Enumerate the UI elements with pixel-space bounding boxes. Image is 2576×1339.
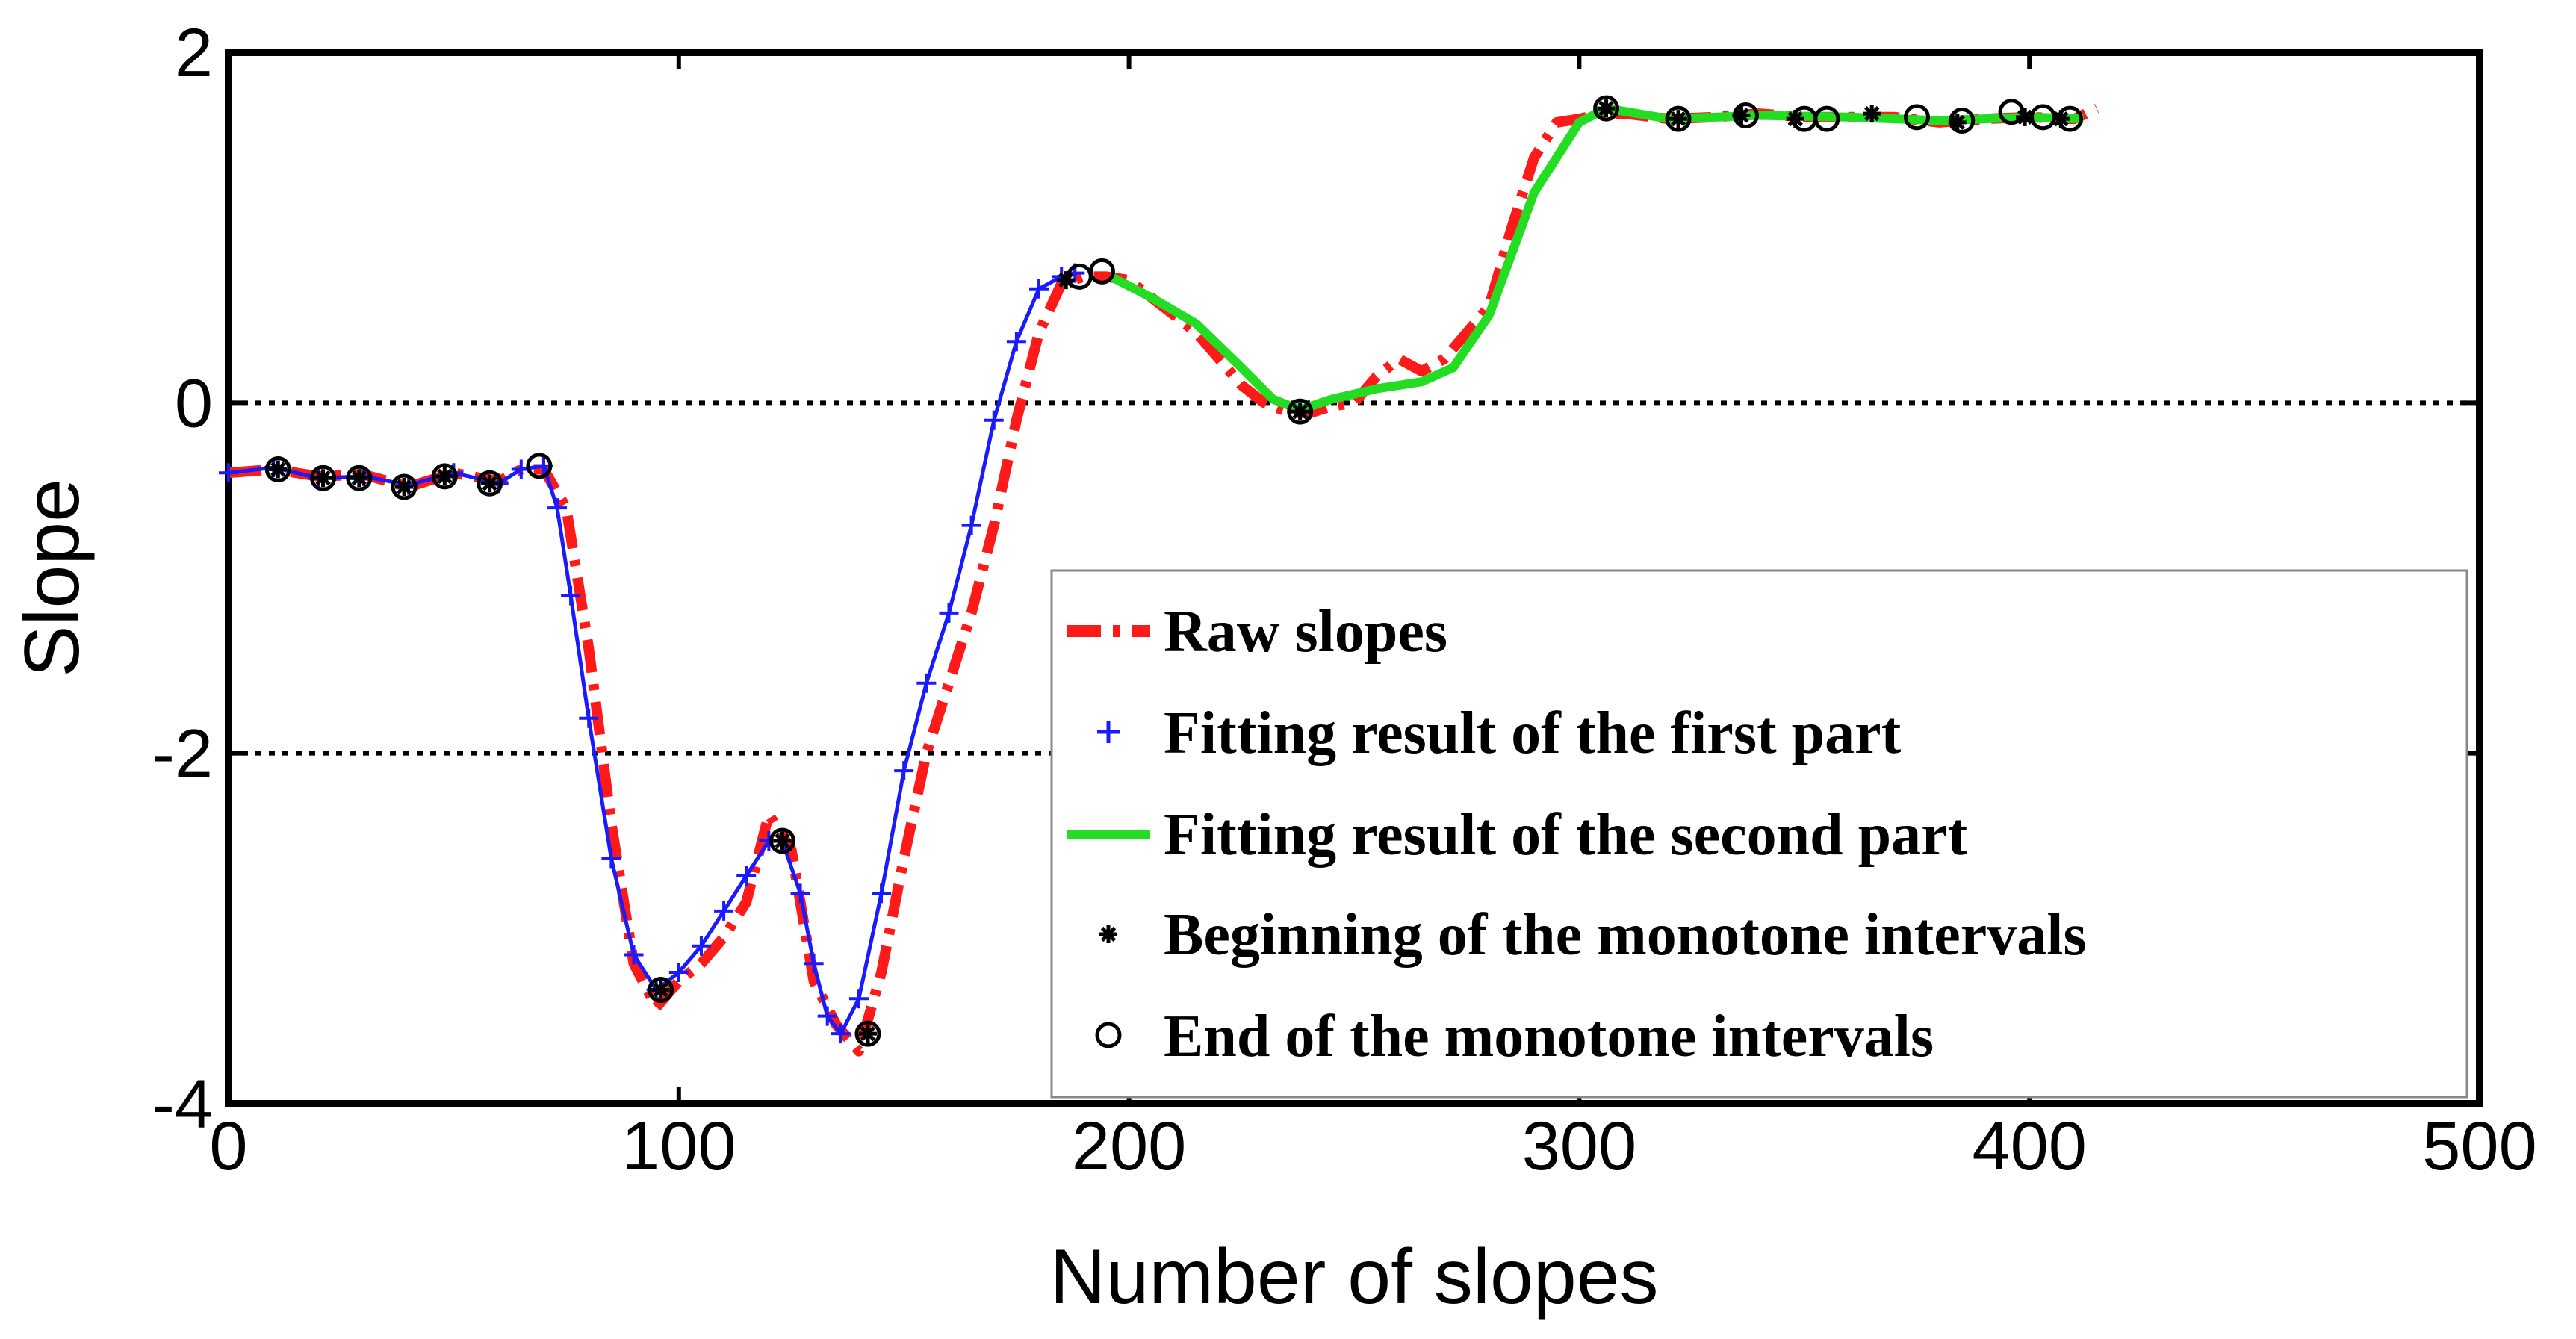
x-axis-label: Number of slopes bbox=[1049, 1234, 1658, 1320]
legend: Raw slopes Fitting result of the first p… bbox=[1050, 569, 2468, 1099]
legend-label-end: End of the monotone intervals bbox=[1164, 1004, 1934, 1069]
first-part-marker bbox=[831, 1024, 851, 1044]
end-marker bbox=[769, 827, 795, 854]
end-marker bbox=[1665, 105, 1692, 132]
end-marker bbox=[477, 470, 503, 497]
first-part-marker bbox=[817, 1006, 837, 1026]
first-part-marker bbox=[736, 866, 757, 886]
end-marker bbox=[1287, 398, 1314, 425]
legend-symbol-first-part bbox=[1097, 721, 1120, 743]
beginning-marker bbox=[1863, 105, 1881, 123]
x-tick-label: 400 bbox=[1972, 1108, 2087, 1184]
beginning-marker bbox=[2052, 110, 2070, 128]
series-end-markers bbox=[264, 95, 2083, 1047]
first-part-marker bbox=[939, 603, 959, 623]
legend-symbol-beginning bbox=[1099, 925, 1117, 943]
x-tick-label: 200 bbox=[1072, 1108, 1187, 1184]
legend-label-second-part: Fitting result of the second part bbox=[1164, 802, 1968, 868]
beginning-marker bbox=[1291, 403, 1309, 421]
end-marker bbox=[854, 1020, 881, 1047]
first-part-marker bbox=[804, 954, 824, 974]
beginning-marker bbox=[1948, 113, 1967, 131]
series-beginning-markers bbox=[269, 99, 2070, 1043]
first-part-marker bbox=[984, 410, 1004, 430]
legend-label-raw: Raw slopes bbox=[1164, 599, 1447, 665]
y-tick-label: 2 bbox=[175, 15, 213, 91]
beginning-marker bbox=[395, 477, 414, 496]
end-marker bbox=[1949, 108, 1976, 134]
y-tick-label: -2 bbox=[152, 716, 213, 792]
axis-ticks: 0 100 200 300 400 500 2 0 -2 -4 bbox=[152, 15, 2537, 1184]
legend-symbol-end bbox=[1095, 1022, 1122, 1048]
first-part-marker bbox=[1029, 279, 1049, 299]
first-part-marker bbox=[668, 963, 689, 982]
first-part-marker bbox=[894, 761, 914, 781]
first-part-marker bbox=[579, 708, 599, 728]
legend-symbols bbox=[1067, 625, 1150, 1048]
end-marker bbox=[1088, 258, 1115, 285]
first-part-marker bbox=[691, 936, 711, 956]
series-layer bbox=[219, 95, 2099, 1057]
beginning-marker bbox=[435, 467, 454, 485]
end-marker bbox=[431, 463, 458, 490]
y-tick-label: -4 bbox=[152, 1066, 213, 1143]
beginning-marker bbox=[1669, 110, 1688, 128]
series-second-part-line bbox=[1108, 104, 2084, 414]
end-marker bbox=[310, 465, 337, 491]
y-axis-label: Slope bbox=[9, 479, 96, 677]
legend-box bbox=[1050, 569, 2468, 1099]
first-part-marker bbox=[1006, 332, 1026, 352]
first-part-marker bbox=[790, 883, 810, 904]
beginning-marker bbox=[314, 469, 332, 488]
end-marker bbox=[391, 473, 418, 500]
beginning-marker bbox=[1732, 106, 1751, 125]
end-marker bbox=[1998, 99, 2025, 125]
end-marker bbox=[1904, 104, 1930, 131]
y-tick-label: 0 bbox=[175, 365, 213, 441]
first-part-marker bbox=[561, 585, 581, 606]
beginning-marker bbox=[773, 832, 792, 850]
beginning-marker bbox=[480, 474, 499, 493]
x-tick-label: 100 bbox=[621, 1108, 736, 1184]
beginning-marker bbox=[1057, 271, 1076, 290]
end-marker bbox=[1732, 102, 1759, 128]
first-part-marker bbox=[714, 901, 734, 921]
beginning-marker bbox=[350, 469, 368, 488]
end-marker bbox=[648, 976, 674, 1003]
beginning-marker bbox=[858, 1025, 877, 1043]
beginning-marker bbox=[1786, 110, 1804, 128]
end-marker bbox=[1813, 105, 1840, 132]
beginning-marker bbox=[651, 981, 670, 999]
first-part-marker bbox=[624, 945, 644, 965]
first-part-marker bbox=[547, 498, 568, 518]
beginning-marker bbox=[2016, 108, 2035, 126]
end-marker bbox=[2029, 104, 2056, 131]
first-part-marker bbox=[961, 515, 981, 535]
end-marker bbox=[264, 456, 291, 483]
x-tick-label: 500 bbox=[2422, 1108, 2537, 1184]
end-marker bbox=[526, 453, 553, 479]
x-tick-label: 300 bbox=[1522, 1108, 1637, 1184]
first-part-marker bbox=[872, 883, 892, 904]
first-part-marker bbox=[219, 463, 238, 483]
legend-label-beginning: Beginning of the monotone intervals bbox=[1164, 902, 2087, 968]
beginning-marker bbox=[1597, 99, 1616, 118]
first-part-marker bbox=[601, 848, 621, 869]
x-tick-label: 0 bbox=[209, 1108, 247, 1184]
first-part-marker bbox=[848, 989, 869, 1009]
first-part-marker bbox=[916, 673, 937, 693]
end-marker bbox=[346, 465, 373, 491]
legend-label-first-part: Fitting result of the first part bbox=[1164, 700, 1902, 766]
end-marker bbox=[2056, 105, 2083, 132]
beginning-marker bbox=[269, 460, 288, 479]
end-marker bbox=[1593, 95, 1620, 122]
